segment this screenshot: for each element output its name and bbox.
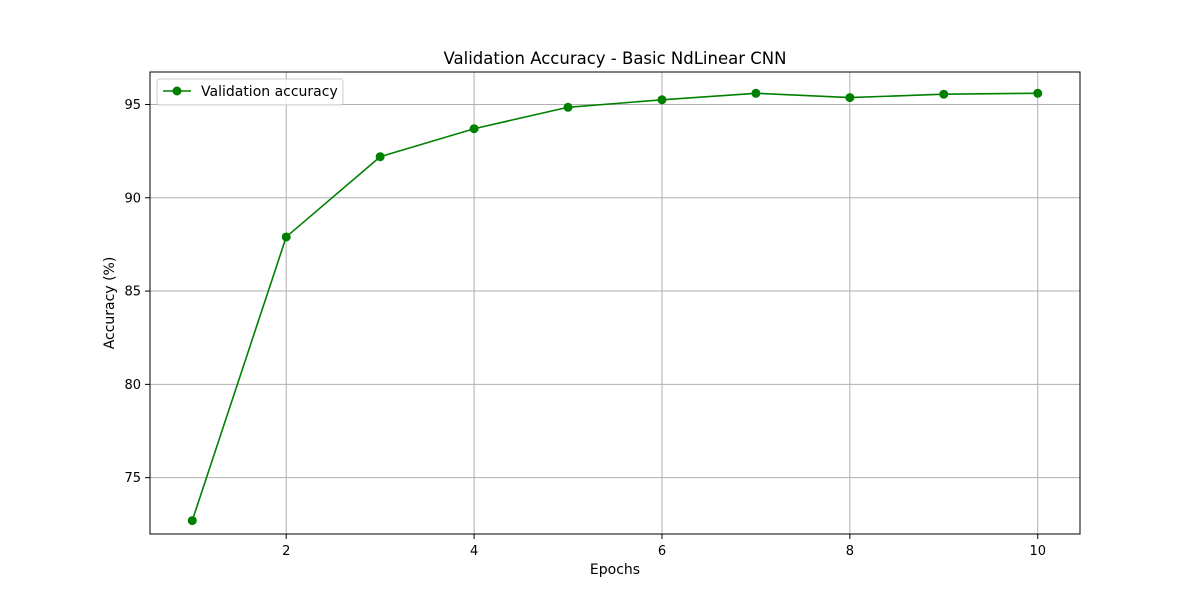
chart-title: Validation Accuracy - Basic NdLinear CNN xyxy=(444,49,787,68)
legend-box xyxy=(156,78,344,106)
x-tick-label: 2 xyxy=(282,544,290,559)
series-line xyxy=(191,92,1038,521)
x-tick-label: 4 xyxy=(470,544,478,559)
data-point xyxy=(939,89,949,99)
data-point xyxy=(187,516,197,526)
data-point xyxy=(845,93,855,103)
y-tick-label: 95 xyxy=(124,98,141,113)
plot-frame xyxy=(149,71,1081,535)
y-tick-label: 75 xyxy=(124,471,141,486)
y-tick-label: 90 xyxy=(124,191,141,206)
data-point xyxy=(281,232,291,242)
x-axis-ticks: 2 4 6 8 10 xyxy=(282,534,1046,559)
y-axis-ticks: 75 80 85 90 95 xyxy=(124,98,150,486)
data-point xyxy=(657,95,667,105)
x-axis-label: Epochs xyxy=(590,562,640,578)
x-tick-label: 10 xyxy=(1029,544,1046,559)
data-point xyxy=(469,124,479,134)
series-layer xyxy=(187,88,1043,526)
y-axis-label: Accuracy (%) xyxy=(102,257,118,350)
legend: Validation accuracy xyxy=(156,78,344,106)
grid xyxy=(150,72,1080,534)
data-point xyxy=(563,102,573,112)
x-tick-label: 6 xyxy=(658,544,666,559)
x-tick-label: 8 xyxy=(846,544,854,559)
y-tick-label: 85 xyxy=(124,285,141,300)
legend-marker-sample xyxy=(172,86,182,96)
data-point xyxy=(1033,88,1043,98)
data-point xyxy=(375,152,385,162)
data-point xyxy=(751,88,761,98)
y-tick-label: 80 xyxy=(124,378,141,393)
legend-label: Validation accuracy xyxy=(201,84,338,100)
